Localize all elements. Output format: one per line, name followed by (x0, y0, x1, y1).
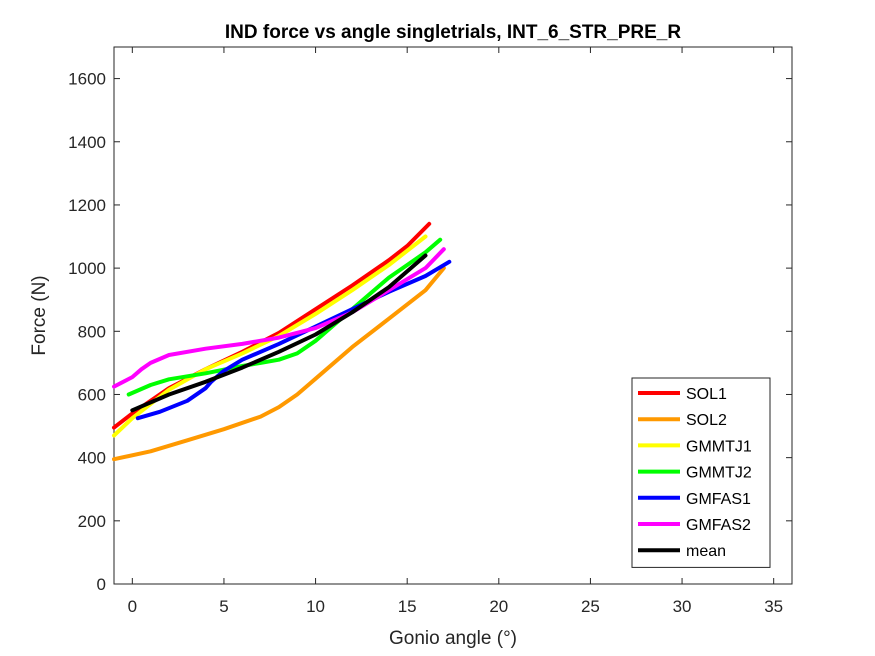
x-axis-ticks: 0 5 10 15 20 25 30 35 (128, 47, 783, 616)
x-tick-label: 10 (306, 597, 325, 616)
series-line-gmmtj2 (126, 237, 443, 397)
legend-entry: SOL1 (686, 386, 727, 403)
series-lines (112, 221, 452, 462)
legend-entry: GMMTJ1 (686, 438, 752, 455)
legend-entry: GMFAS2 (686, 517, 751, 534)
y-tick-label: 800 (78, 322, 106, 341)
x-tick-label: 35 (764, 597, 783, 616)
x-tick-label: 20 (489, 597, 508, 616)
x-axis-label: Gonio angle (°) (389, 628, 517, 649)
y-tick-label: 600 (78, 385, 106, 404)
x-tick-label: 30 (673, 597, 692, 616)
legend: SOL1 SOL2 GMMTJ1 GMMTJ2 GMFAS1 GMFAS2 mean (631, 377, 771, 568)
y-tick-label: 1200 (68, 196, 106, 215)
legend-entry: GMMTJ2 (686, 465, 752, 482)
y-axis-label: Force (N) (29, 275, 50, 355)
y-tick-label: 400 (78, 449, 106, 468)
x-tick-label: 5 (219, 597, 228, 616)
series-line-gmfas2 (112, 247, 446, 389)
series-line-sol2 (112, 266, 446, 462)
series-line-sol1 (112, 221, 432, 430)
legend-entry: SOL2 (686, 412, 727, 429)
series-line-mean (130, 253, 428, 413)
legend-entry: mean (686, 543, 726, 560)
x-tick-label: 0 (128, 597, 137, 616)
y-tick-label: 1600 (68, 70, 106, 89)
y-tick-label: 200 (78, 512, 106, 531)
y-axis-ticks: 0 200 400 600 800 1000 1200 1400 1600 (68, 70, 792, 594)
y-tick-label: 1000 (68, 259, 106, 278)
chart-title: IND force vs angle singletrials, INT_6_S… (225, 22, 681, 43)
x-tick-label: 25 (581, 597, 600, 616)
y-tick-label: 1400 (68, 133, 106, 152)
y-tick-label: 0 (97, 575, 106, 594)
legend-entry: GMFAS1 (686, 491, 751, 508)
x-tick-label: 15 (398, 597, 417, 616)
